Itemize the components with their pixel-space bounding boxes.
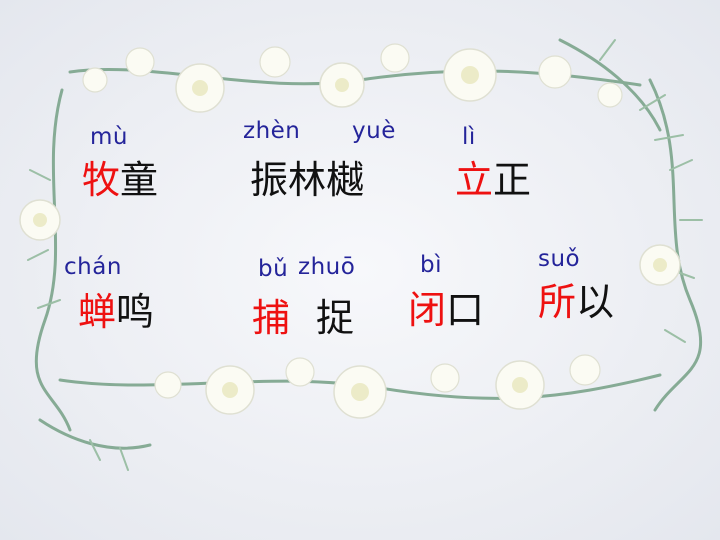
pinyin-yue: yuè — [352, 118, 396, 144]
pinyin-bu: bǔ — [258, 256, 289, 282]
pinyin-zhuo: zhuō — [298, 254, 356, 280]
plain-char: 正 — [493, 158, 532, 202]
word-bikou-text: 闭口 — [408, 288, 484, 332]
plain-char: 童 — [120, 158, 159, 202]
plain-char: 口 — [446, 288, 485, 332]
highlight-char: 立 — [455, 158, 494, 202]
pinyin-bi: bì — [420, 252, 442, 278]
plain-char: 鸣 — [116, 290, 155, 334]
pinyin-zhen: zhèn — [243, 118, 301, 144]
word-lizheng-text: 立正 — [455, 158, 531, 202]
pinyin-li: lì — [462, 124, 476, 150]
plain-char-zhuo: 捉 — [316, 296, 355, 340]
flowers — [19, 43, 681, 419]
highlight-char-bu: 捕 — [252, 296, 291, 340]
word-chanming-text: 蝉鸣 — [78, 290, 154, 334]
highlight-char: 牧 — [82, 158, 121, 202]
word-mutong-text: 牧童 — [82, 158, 158, 202]
word-zhenlinyue-text: 振林樾 — [250, 158, 365, 202]
plain-char: 以 — [576, 280, 615, 324]
highlight-char: 闭 — [408, 288, 447, 332]
pinyin-suo: suǒ — [538, 246, 581, 272]
word-suoyi-text: 所以 — [538, 280, 614, 324]
pinyin-chan: chán — [64, 254, 122, 280]
pinyin-mu: mù — [90, 124, 128, 150]
highlight-char: 所 — [538, 280, 577, 324]
highlight-char: 蝉 — [78, 290, 117, 334]
